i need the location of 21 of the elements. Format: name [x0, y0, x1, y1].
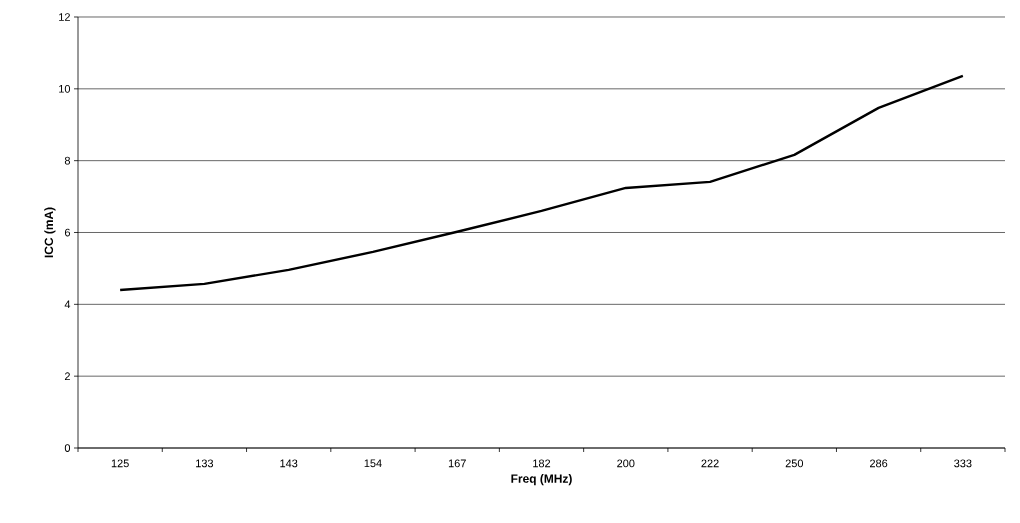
x-tick-label: 133	[196, 459, 214, 468]
x-tick-label: 154	[364, 459, 382, 468]
y-tick-label: 4	[64, 300, 71, 309]
y-tick-label: 6	[64, 228, 71, 237]
y-tick-label: 2	[64, 372, 70, 380]
line-series	[118, 74, 965, 292]
x-tick-label: 125	[111, 459, 129, 468]
x-tick-label: 167	[448, 459, 466, 468]
x-tick-label: 250	[785, 459, 804, 468]
y-axis-title: ICC (mA)	[44, 207, 56, 258]
x-tick-label: 286	[870, 459, 888, 468]
x-tick-label: 182	[533, 459, 551, 468]
x-tick-label: 333	[954, 459, 972, 468]
y-tick-label: 10	[59, 84, 71, 93]
x-tick-label: 222	[701, 459, 719, 468]
y-tick-label: 0	[64, 444, 71, 452]
x-tick-label: 200	[617, 459, 635, 468]
y-tick-label: 8	[64, 156, 71, 165]
x-axis-title: Freq (MHz)	[511, 474, 572, 486]
y-tick-label: 12	[59, 13, 70, 21]
x-tick-label: 143	[280, 459, 298, 468]
